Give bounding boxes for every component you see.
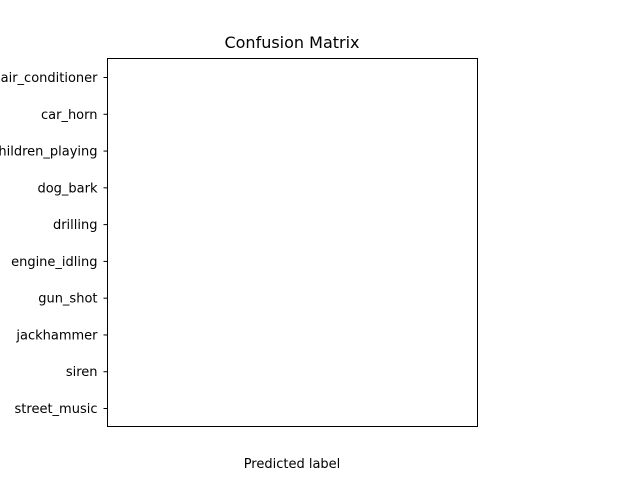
y-tick-label: gun_shot: [38, 292, 97, 307]
chart-title: Confusion Matrix: [224, 33, 359, 52]
y-tick-label: air_conditioner: [1, 71, 99, 86]
y-tick-label: drilling: [53, 218, 98, 233]
axes-frame: [107, 58, 478, 427]
y-tick-label: engine_idling: [11, 255, 97, 270]
y-tick-label: dog_bark: [37, 181, 98, 196]
y-tick-label: street_music: [15, 402, 98, 417]
y-tick-label: car_horn: [41, 108, 98, 123]
x-axis-label: Predicted label: [244, 457, 341, 472]
y-tick-label: children_playing: [0, 145, 98, 160]
y-axis: air_conditioner car_horn children_playingd…: [0, 71, 108, 417]
y-tick-label: siren: [66, 365, 98, 380]
y-tick-label: jackhammer: [15, 328, 98, 343]
